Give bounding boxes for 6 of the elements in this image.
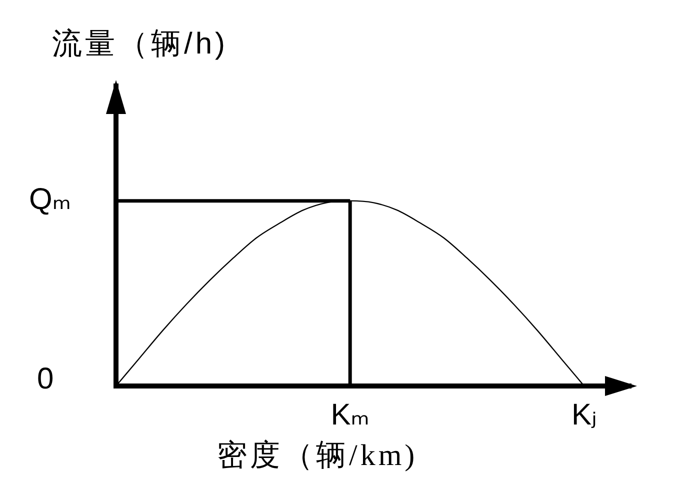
y-axis-title: 流量（辆/h) bbox=[52, 27, 228, 60]
x-tick-label: Kⱼ bbox=[572, 398, 597, 432]
x-axis-title: 密度（辆/km) bbox=[217, 438, 418, 472]
ref-line-label: Qₘ bbox=[29, 183, 72, 216]
text: 0 bbox=[37, 362, 54, 396]
x-tick-label: Kₘ bbox=[330, 398, 370, 432]
